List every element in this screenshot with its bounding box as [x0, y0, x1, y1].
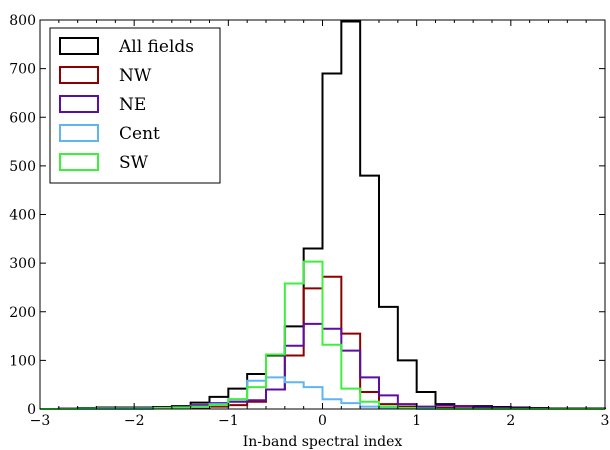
y-tick-label: 300	[9, 256, 36, 272]
legend-swatch	[59, 124, 99, 142]
ticks-layer: −3 −2 −1 0 1 2 3 0 100 200 300 400 500 600 700 800	[9, 13, 609, 429]
legend-swatch	[59, 95, 99, 113]
legend-label: Cent	[119, 124, 160, 144]
x-tick-label: −1	[218, 413, 239, 429]
x-tick-label: 2	[506, 413, 515, 429]
y-tick-label: 400	[9, 208, 36, 224]
y-tick-label: 600	[9, 110, 36, 126]
y-tick-label: 200	[9, 305, 36, 321]
legend-swatch	[59, 37, 99, 55]
legend-label: SW	[119, 153, 149, 173]
x-tick-label: −2	[124, 413, 145, 429]
x-tick-label: −3	[30, 413, 51, 429]
legend: All fields NW NE Cent SW	[49, 27, 221, 184]
x-tick-label: 0	[318, 413, 327, 429]
y-tick-label: 800	[9, 13, 36, 29]
y-tick-label: 100	[9, 353, 36, 369]
x-tick-label: 3	[601, 413, 610, 429]
legend-label: NE	[119, 95, 146, 115]
legend-label: NW	[119, 66, 152, 86]
y-tick-label: 700	[9, 62, 36, 78]
x-tick-label: 1	[412, 413, 421, 429]
legend-swatch	[59, 66, 99, 84]
legend-swatch	[59, 153, 99, 171]
legend-label: All fields	[118, 37, 194, 57]
x-axis-label: In-band spectral index	[243, 434, 403, 450]
y-tick-label: 0	[27, 402, 36, 418]
y-tick-label: 500	[9, 159, 36, 175]
